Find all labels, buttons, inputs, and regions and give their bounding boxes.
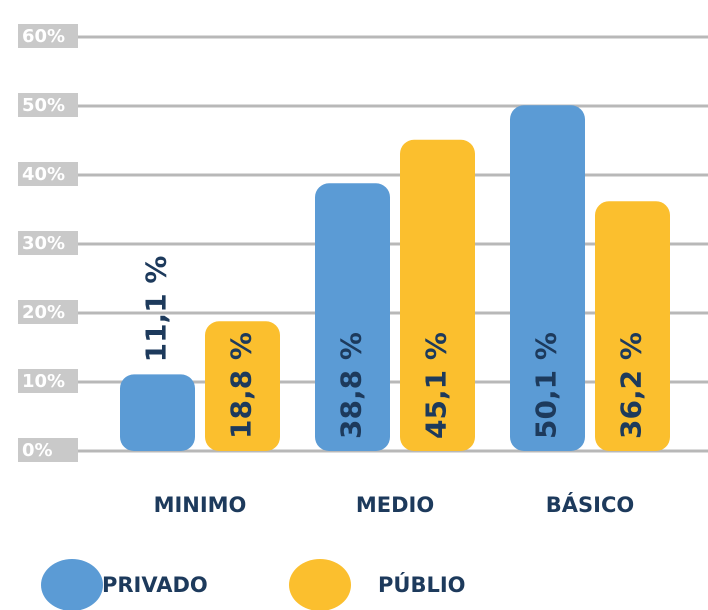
value-label: 38,8 %: [335, 332, 368, 439]
y-tick-box: [18, 93, 78, 117]
legend-label: PRIVADO: [102, 573, 208, 597]
bar: [315, 183, 390, 451]
x-tick-label: MEDIO: [356, 493, 434, 517]
value-label: 45,1 %: [420, 332, 453, 439]
y-tick-label: 10%: [22, 371, 65, 392]
value-label: 11,1 %: [140, 256, 173, 363]
value-label: 36,2 %: [615, 332, 648, 439]
y-tick-label: 0%: [22, 440, 53, 461]
y-tick-box: [18, 24, 78, 48]
bar: [400, 139, 475, 451]
y-tick-box: [18, 438, 78, 462]
y-tick-label: 30%: [22, 233, 65, 254]
y-tick-label: 40%: [22, 164, 65, 185]
y-tick-box: [18, 369, 78, 393]
bar: [510, 105, 585, 451]
bar: [205, 321, 280, 451]
y-tick-box: [18, 162, 78, 186]
value-label: 50,1 %: [530, 332, 563, 439]
y-tick-label: 50%: [22, 95, 65, 116]
legend-swatch: [289, 559, 351, 610]
bar: [595, 201, 670, 451]
y-tick-label: 60%: [22, 26, 65, 47]
legend-label: PÚBLIO: [378, 572, 466, 597]
x-tick-label: MINIMO: [154, 493, 247, 517]
legend-swatch: [41, 559, 103, 610]
y-tick-box: [18, 300, 78, 324]
value-label: 18,8 %: [225, 332, 258, 439]
bar: [120, 374, 195, 451]
y-tick-box: [18, 231, 78, 255]
x-tick-label: BÁSICO: [546, 492, 634, 517]
y-tick-label: 20%: [22, 302, 65, 323]
